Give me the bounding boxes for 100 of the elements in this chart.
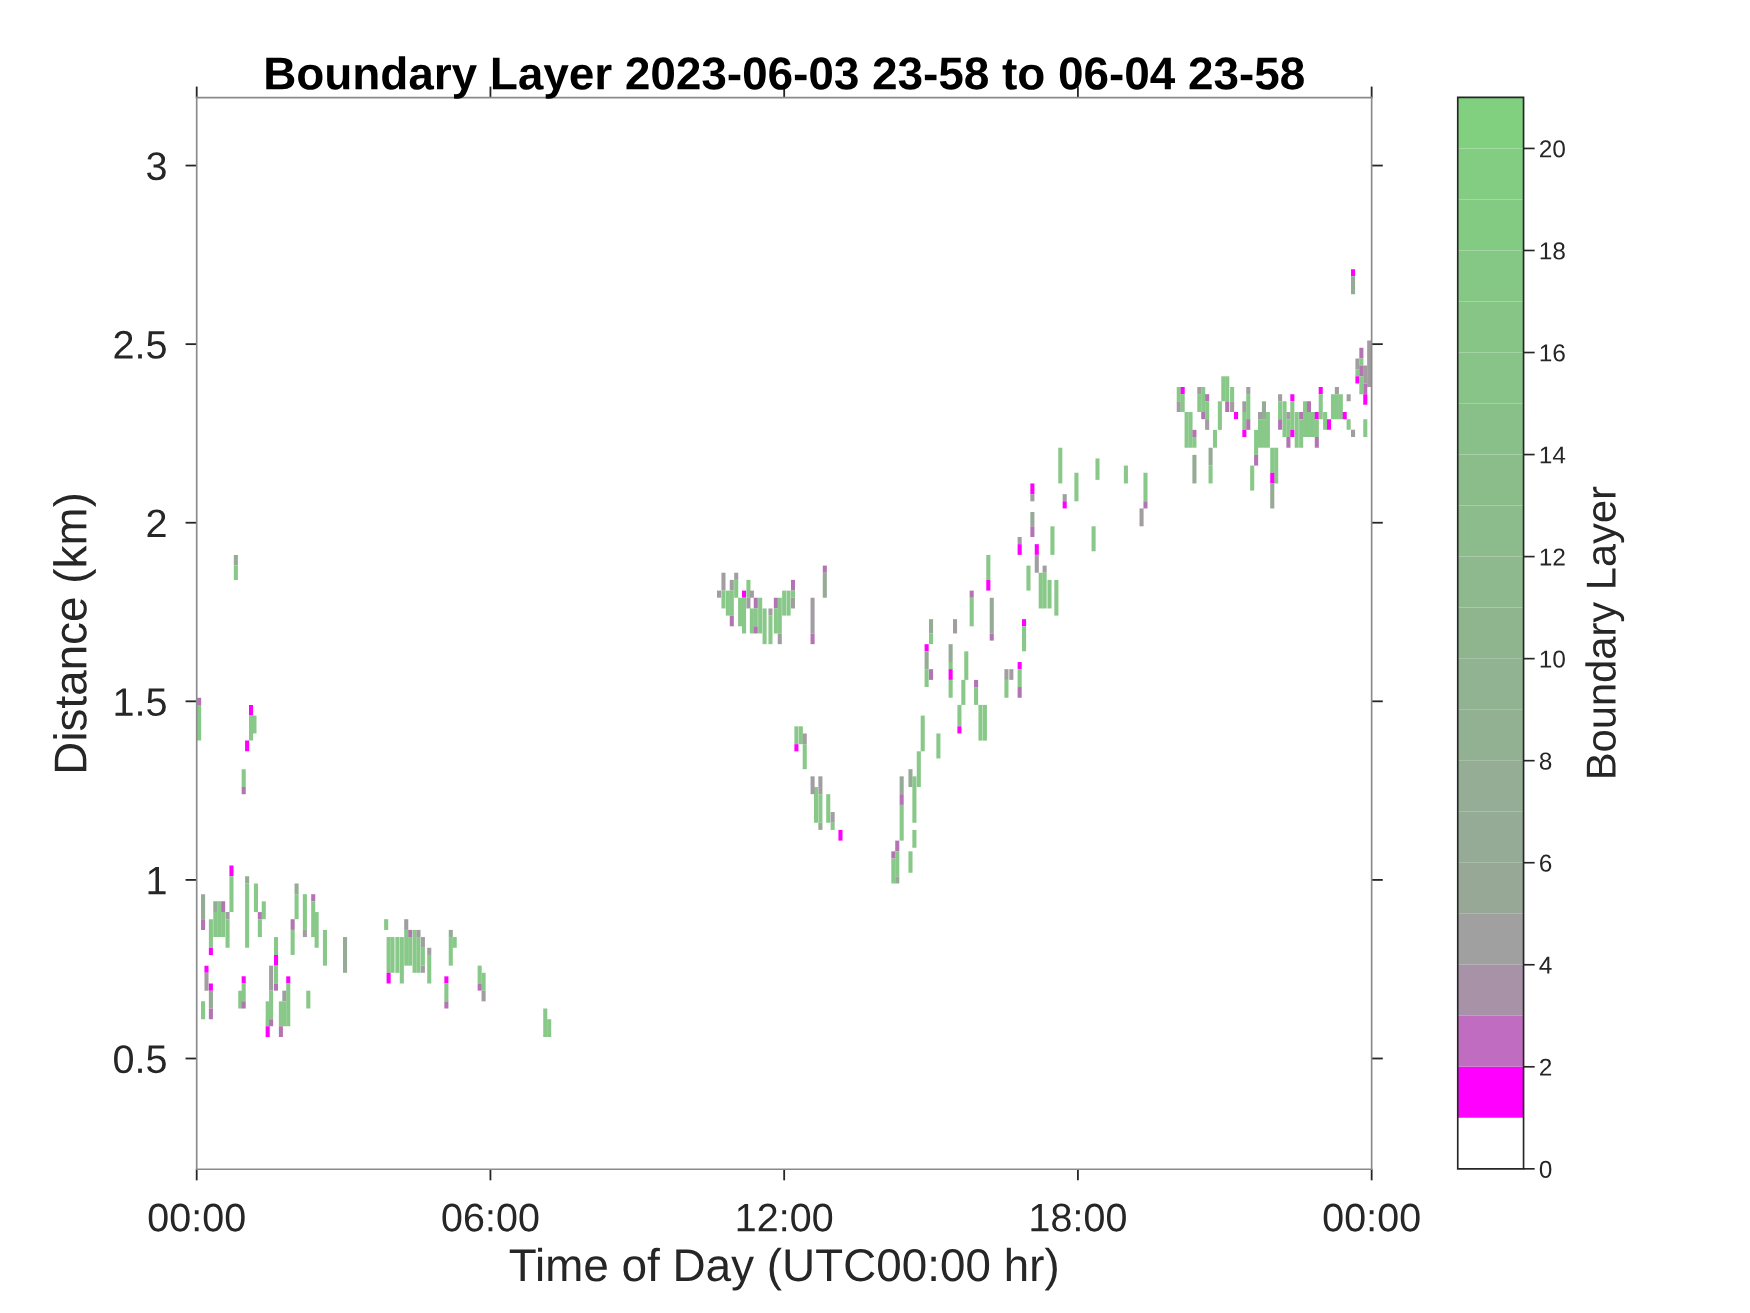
bar: [768, 608, 773, 616]
bar: [245, 740, 250, 752]
bar: [1062, 494, 1067, 502]
bar: [929, 619, 934, 634]
y-axis-title: Distance (km): [53, 494, 96, 772]
bar: [1351, 269, 1356, 277]
bar: [444, 1001, 449, 1009]
bar: [543, 1008, 548, 1038]
bar: [1290, 394, 1295, 402]
bar: [269, 965, 274, 991]
bar: [1346, 394, 1351, 402]
bar: [822, 572, 827, 598]
y-tick-label: 1.5: [115, 688, 166, 717]
bar: [1176, 401, 1181, 413]
bar: [241, 769, 246, 788]
bar: [1192, 454, 1197, 484]
x-tick-label: 06:00: [442, 1203, 539, 1232]
bar: [290, 929, 295, 955]
bar: [217, 901, 222, 938]
bar: [1058, 447, 1063, 484]
bar: [1363, 419, 1368, 438]
bar: [1017, 687, 1022, 698]
bar: [908, 851, 913, 873]
bar: [225, 912, 230, 920]
y-tick-label: 2.5: [114, 330, 166, 359]
bar: [969, 597, 974, 627]
bar: [273, 937, 279, 955]
bar: [273, 954, 279, 966]
bar: [322, 929, 328, 966]
bar: [1180, 387, 1185, 395]
bar: [306, 990, 311, 1009]
bar: [1261, 401, 1266, 420]
color-bar-title: Boundary Layer: [1585, 486, 1625, 777]
bar: [802, 744, 807, 770]
bar: [1265, 412, 1270, 448]
bar: [974, 687, 979, 705]
bar: [208, 983, 213, 991]
bar: [936, 733, 941, 759]
bar: [1310, 412, 1315, 438]
bar: [249, 715, 254, 741]
bar: [481, 990, 486, 1002]
bar: [1091, 526, 1096, 552]
bar: [912, 829, 917, 848]
bar: [1034, 544, 1039, 555]
bar: [746, 597, 751, 609]
bar: [1334, 387, 1339, 395]
bar: [1355, 369, 1360, 377]
x-axis-title: Time of Day (UTC00:00 hr): [509, 1247, 1057, 1291]
bar: [1327, 419, 1332, 430]
bar: [1074, 472, 1079, 502]
bar: [1278, 419, 1283, 430]
bar: [1054, 579, 1059, 616]
bar: [1351, 276, 1356, 295]
bar: [1230, 401, 1235, 413]
x-tick-label: 00:00: [148, 1203, 245, 1232]
bar: [1367, 340, 1372, 387]
bar: [717, 590, 722, 598]
bar: [725, 590, 730, 616]
bar: [261, 901, 266, 920]
bar: [1242, 401, 1247, 413]
bar: [302, 929, 307, 938]
bar: [908, 769, 913, 788]
bar: [948, 662, 953, 670]
bar: [1342, 412, 1347, 420]
chart-title: Boundary Layer 2023-06-03 23-58 to 06-04 23-58: [266, 56, 1304, 99]
bar: [229, 876, 234, 913]
bar: [986, 554, 991, 580]
bar: [204, 965, 209, 973]
bar: [1257, 412, 1263, 420]
bar: [1334, 394, 1339, 420]
bar: [1208, 465, 1213, 484]
bar: [1338, 394, 1343, 420]
x-tick-label: 00:00: [1323, 1203, 1420, 1232]
bar: [920, 715, 925, 752]
bar: [1139, 508, 1144, 527]
bar: [444, 983, 449, 1002]
bar: [810, 776, 815, 795]
bar: [1017, 662, 1022, 670]
bar: [1242, 429, 1247, 438]
bar: [948, 644, 953, 663]
bar: [978, 704, 983, 741]
bar: [734, 572, 739, 580]
bar: [404, 919, 409, 930]
bar: [899, 776, 904, 795]
bar: [249, 704, 254, 716]
bar: [1314, 437, 1319, 448]
bar: [794, 726, 799, 745]
bar: [420, 937, 425, 948]
color-bar-label: 2: [1540, 1058, 1552, 1076]
bar: [1030, 512, 1035, 527]
bar: [1004, 679, 1009, 698]
color-bar-label: 18: [1540, 242, 1565, 260]
color-bar-label: 12: [1540, 548, 1565, 566]
bar: [924, 651, 929, 670]
bar: [948, 669, 953, 680]
bar: [1188, 412, 1193, 448]
bar: [1286, 412, 1291, 420]
bar: [810, 597, 815, 634]
bar: [1017, 537, 1022, 545]
bar: [1017, 544, 1022, 555]
